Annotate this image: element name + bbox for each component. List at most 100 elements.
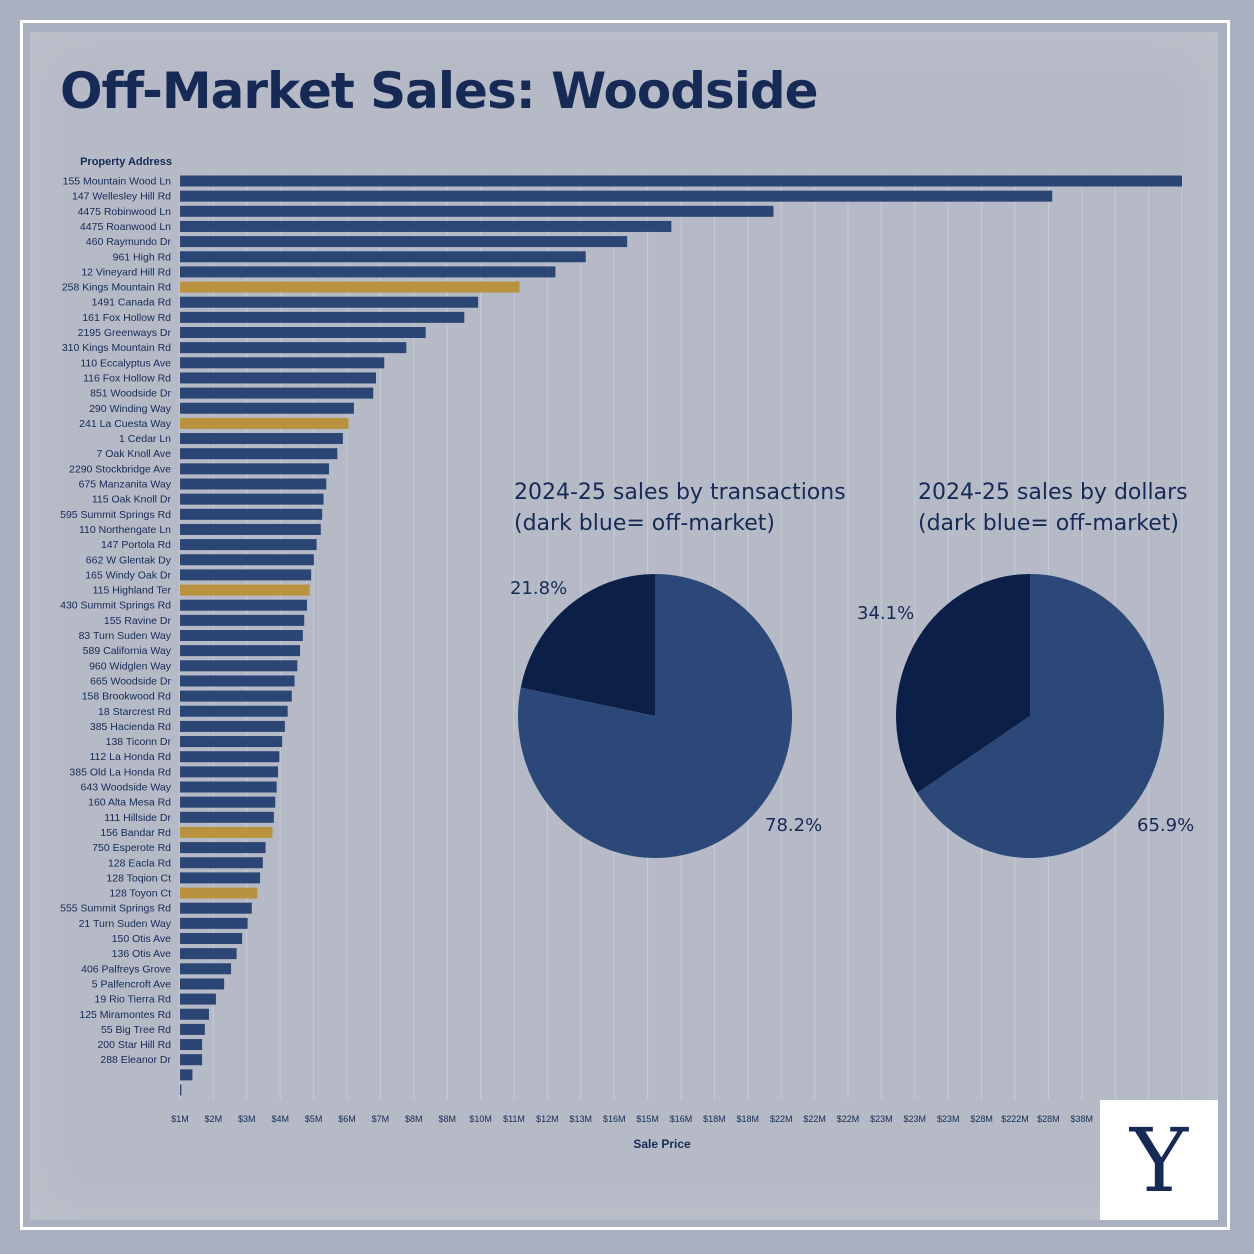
x-tick-label: $28M bbox=[970, 1114, 993, 1124]
bar bbox=[180, 1008, 209, 1020]
bar bbox=[180, 266, 556, 278]
category-label: 665 Woodside Dr bbox=[90, 675, 171, 687]
category-label: 430 Summit Springs Rd bbox=[60, 600, 171, 612]
x-tick-label: $22M bbox=[837, 1114, 860, 1124]
category-label: 2195 Greenways Dr bbox=[78, 327, 172, 339]
bar bbox=[180, 933, 243, 944]
outer-frame bbox=[20, 20, 1230, 1230]
x-tick-label: $2M bbox=[205, 1114, 223, 1124]
category-label: 18 Starcrest Rd bbox=[98, 706, 171, 718]
bar bbox=[180, 811, 274, 823]
category-label: 19 Rio Tierra Rd bbox=[95, 994, 172, 1006]
bar bbox=[180, 1069, 193, 1081]
bar bbox=[180, 493, 324, 505]
bar bbox=[180, 448, 338, 460]
bar bbox=[180, 327, 426, 338]
category-label: 110 Northengate Ln bbox=[79, 524, 171, 536]
category-label: 961 High Rd bbox=[113, 251, 172, 263]
category-label: 155 Ravine Dr bbox=[104, 615, 172, 627]
category-label: 111 Hillside Dr bbox=[104, 812, 171, 824]
category-label: 125 Miramontes Rd bbox=[79, 1009, 171, 1021]
bar bbox=[180, 357, 385, 369]
category-label: 12 Vineyard Hill Rd bbox=[81, 266, 171, 278]
pie-transactions-title-line-1: 2024-25 sales by transactions bbox=[514, 480, 846, 505]
bar bbox=[180, 1054, 203, 1066]
bar bbox=[180, 463, 330, 475]
category-label: 115 Oak Knoll Dr bbox=[92, 494, 172, 506]
x-tick-label: $23M bbox=[904, 1114, 927, 1124]
category-label: 960 Widglen Way bbox=[89, 660, 172, 672]
bar bbox=[180, 857, 263, 869]
bar bbox=[180, 1084, 182, 1096]
pie-dollars-title-line-1: 2024-25 sales by dollars bbox=[918, 480, 1188, 505]
category-label: 128 Eacla Rd bbox=[108, 857, 171, 869]
category-label: 147 Portola Rd bbox=[101, 539, 171, 551]
bar bbox=[180, 190, 1053, 202]
category-label: 643 Woodside Way bbox=[81, 782, 172, 794]
bar bbox=[180, 387, 374, 399]
x-tick-label: $15M bbox=[636, 1114, 659, 1124]
bar bbox=[180, 842, 266, 854]
bar bbox=[180, 917, 248, 929]
x-tick-label: $10M bbox=[469, 1114, 492, 1124]
y-logo: Y bbox=[1100, 1100, 1218, 1220]
bar bbox=[180, 1023, 205, 1035]
pie-dollars-title: 2024-25 sales by dollars (dark blue= off… bbox=[918, 477, 1188, 539]
category-label: 1491 Canada Rd bbox=[92, 297, 172, 309]
pie-dollars-other-label: 65.9% bbox=[1137, 815, 1195, 836]
bar bbox=[180, 781, 277, 793]
x-tick-label: $7M bbox=[372, 1114, 390, 1124]
bar bbox=[180, 993, 216, 1005]
bar bbox=[180, 948, 237, 960]
category-label: 589 California Way bbox=[83, 645, 172, 657]
bar bbox=[180, 236, 628, 248]
category-label: 200 Star Hill Rd bbox=[97, 1039, 171, 1051]
bar bbox=[180, 902, 252, 914]
x-tick-label: $23M bbox=[937, 1114, 960, 1124]
x-tick-label: $38M bbox=[1071, 1114, 1094, 1124]
bar bbox=[180, 736, 283, 748]
category-label: 160 Alta Mesa Rd bbox=[88, 797, 171, 809]
pie-transactions-title: 2024-25 sales by transactions (dark blue… bbox=[514, 477, 846, 539]
bar bbox=[180, 720, 285, 732]
bar bbox=[180, 872, 261, 884]
x-tick-label: $12M bbox=[536, 1114, 559, 1124]
bar bbox=[180, 372, 376, 384]
x-tick-label: $16M bbox=[670, 1114, 693, 1124]
x-tick-label: $3M bbox=[238, 1114, 256, 1124]
category-label: 555 Summit Springs Rd bbox=[60, 903, 171, 915]
x-tick-label: $18M bbox=[737, 1114, 760, 1124]
x-tick-label: $6M bbox=[338, 1114, 356, 1124]
bar bbox=[180, 296, 479, 308]
category-label: 595 Summit Springs Rd bbox=[60, 509, 171, 521]
bar bbox=[180, 978, 225, 990]
bar bbox=[180, 523, 321, 535]
bar bbox=[180, 539, 317, 551]
pie-dollars-offmarket-label: 34.1% bbox=[857, 603, 915, 624]
category-label: 83 Turn Suden Way bbox=[79, 630, 172, 642]
category-label: 150 Otis Ave bbox=[112, 933, 172, 945]
category-label: 128 Toqion Ct bbox=[106, 872, 171, 884]
bar bbox=[180, 1039, 203, 1051]
bar bbox=[180, 402, 354, 414]
bar bbox=[180, 433, 343, 445]
bar bbox=[180, 220, 672, 232]
pie-transactions-title-line-2: (dark blue= off-market) bbox=[514, 511, 776, 536]
bar bbox=[180, 311, 465, 323]
category-label: 115 Highland Ter bbox=[93, 585, 172, 597]
pie-dollars bbox=[896, 574, 1164, 858]
bar bbox=[180, 417, 349, 429]
bar bbox=[180, 251, 586, 263]
x-tick-label: $13M bbox=[570, 1114, 593, 1124]
category-label: 385 Hacienda Rd bbox=[90, 721, 171, 733]
x-tick-label: $22M bbox=[770, 1114, 793, 1124]
bar bbox=[180, 766, 278, 778]
category-label: 2290 Stockbridge Ave bbox=[69, 463, 171, 475]
bar bbox=[180, 963, 232, 975]
category-label: 4475 Robinwood Ln bbox=[78, 206, 172, 218]
category-label: 116 Fox Hollow Rd bbox=[83, 372, 171, 384]
category-label: 155 Mountain Wood Ln bbox=[63, 176, 172, 188]
pie-dollars-title-line-2: (dark blue= off-market) bbox=[918, 511, 1180, 536]
category-label: 136 Otis Ave bbox=[112, 948, 172, 960]
pie-slice bbox=[520, 574, 655, 716]
